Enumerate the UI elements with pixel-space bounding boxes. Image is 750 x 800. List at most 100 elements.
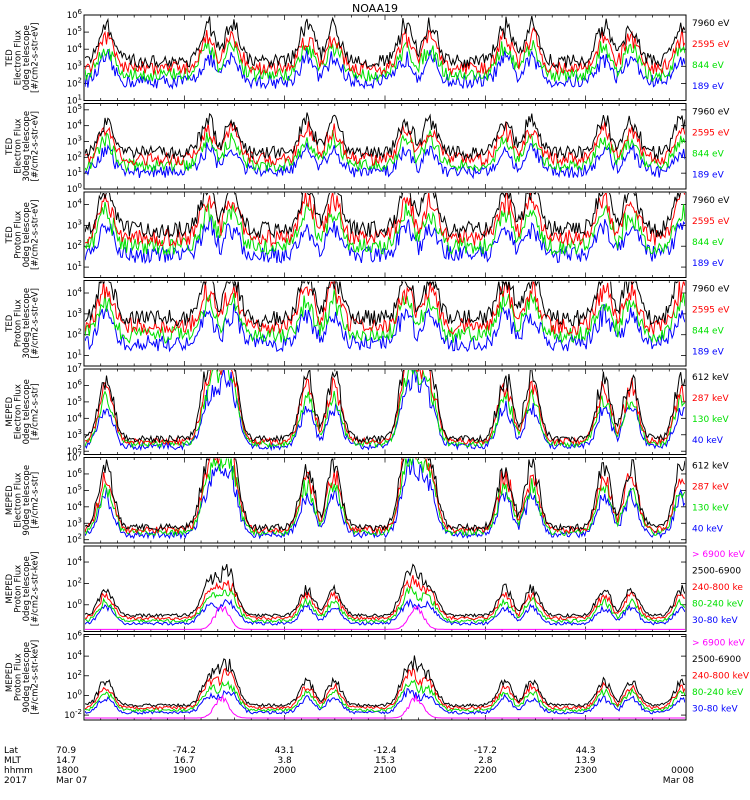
y-tick-label: 105 (67, 25, 82, 38)
time-axis-value: 1800 (56, 766, 79, 776)
y-axis-label: [#/cm2-s-str-eV] (31, 200, 41, 270)
legend-entry: 189 eV (692, 347, 725, 357)
y-axis-label: 30deg telescope (22, 288, 32, 359)
legend-entry: 844 eV (692, 149, 725, 159)
legend-entry: 80-240 keV (692, 688, 744, 698)
legend-entry: 2500-6900 (692, 655, 741, 665)
series-line (85, 575, 685, 621)
series-line (85, 605, 685, 630)
y-axis-label: [#/cm2-s-str-eV] (31, 288, 41, 358)
time-axis-value: Mar 08 (663, 776, 695, 786)
y-tick-label: 104 (67, 198, 83, 211)
y-tick-label: 102 (67, 328, 82, 341)
y-tick-label: 101 (67, 260, 82, 273)
figure-title: NOAA19 (352, 2, 398, 15)
y-tick-label: 103 (67, 218, 82, 231)
y-tick-label: 103 (67, 428, 82, 441)
y-tick-label: 103 (67, 59, 82, 72)
legend-entry: 130 keV (692, 415, 729, 425)
legend-entry: > 6900 keV (692, 550, 746, 560)
legend-entry: 287 keV (692, 482, 729, 492)
y-tick-label: 102 (67, 76, 82, 89)
time-axis-row-label: MLT (4, 756, 22, 766)
series-line (85, 121, 685, 167)
panel-frame (83, 14, 687, 101)
y-axis-label: TED (5, 49, 15, 68)
traces (85, 655, 685, 719)
y-axis-label: [#/cm2-s-str] (31, 383, 41, 440)
series-line (85, 216, 685, 265)
time-axis-value: 2300 (574, 766, 597, 776)
traces (85, 281, 685, 353)
series-line (85, 370, 685, 444)
legend-entry: 612 keV (692, 462, 729, 472)
y-axis-label: 0deg telescope (22, 556, 32, 621)
y-tick-label: 100 (67, 182, 82, 195)
time-axis-value: 13.9 (576, 756, 596, 766)
y-tick-label: 100 (67, 688, 82, 701)
y-axis-label: TED (5, 314, 15, 333)
time-axis-value: 16.7 (174, 756, 194, 766)
time-axis-value: 2.8 (478, 756, 493, 766)
legend-entry: 189 eV (692, 259, 725, 269)
y-axis-label: Proton Flux (14, 653, 24, 701)
y-tick-label: 106 (67, 629, 83, 642)
series-line (85, 193, 681, 239)
time-axis-value: 70.9 (56, 746, 76, 756)
traces (85, 563, 685, 630)
y-axis-label: [#/cm2-s-str] (31, 472, 41, 529)
time-axis-value: 1900 (173, 766, 196, 776)
y-tick-label: 104 (67, 411, 83, 424)
y-tick-label: 102 (67, 669, 82, 682)
legend-entry: 2595 eV (692, 305, 730, 315)
y-axis-label: 90deg telescope (22, 465, 32, 536)
time-axis-value: 44.3 (576, 746, 596, 756)
legend-entry: 40 keV (692, 524, 724, 534)
legend-entry: 7960 eV (692, 19, 730, 29)
series-line (85, 370, 685, 449)
series-line (85, 458, 685, 536)
y-tick-label: 104 (67, 555, 83, 568)
series-line (85, 679, 685, 713)
series-line (85, 202, 685, 256)
y-axis-label: Electron Flux (14, 30, 24, 85)
legend-entry: 7960 eV (692, 108, 730, 118)
series-line (85, 563, 685, 619)
legend-entry: 844 eV (692, 238, 725, 248)
series-line (85, 598, 685, 626)
y-tick-label: 102 (67, 576, 82, 589)
y-tick-label: 103 (67, 135, 82, 148)
y-axis-label: 30deg telescope (22, 111, 32, 182)
y-tick-label: 101 (67, 349, 82, 362)
panel-frame (83, 280, 687, 367)
series-line (85, 112, 685, 161)
time-axis-value: 0000 (671, 766, 694, 776)
legend-entry: 612 keV (692, 373, 729, 383)
y-tick-label: 10-2 (64, 708, 82, 721)
traces (85, 16, 685, 90)
y-axis-label: MEPED (5, 396, 15, 426)
time-axis-value: 15.3 (375, 756, 395, 766)
traces (85, 458, 685, 540)
legend-entry: 844 eV (692, 61, 725, 71)
y-tick-label: 103 (67, 516, 82, 529)
legend-entry: 2500-6900 (692, 566, 741, 576)
y-axis-label: Proton Flux (14, 211, 24, 259)
traces (85, 112, 685, 180)
traces (85, 193, 685, 265)
legend-entry: 240-800 ke (692, 583, 743, 593)
y-tick-label: 103 (67, 307, 82, 320)
legend-entry: 80-240 keV (692, 599, 744, 609)
y-axis-label: Proton Flux (14, 565, 24, 613)
legend-entry: 7960 eV (692, 285, 730, 295)
series-line (85, 370, 685, 447)
y-axis-label: [#/cm2-s-str-keV] (31, 640, 41, 715)
time-axis-value: -17.2 (474, 746, 497, 756)
y-tick-label: 106 (67, 467, 83, 480)
